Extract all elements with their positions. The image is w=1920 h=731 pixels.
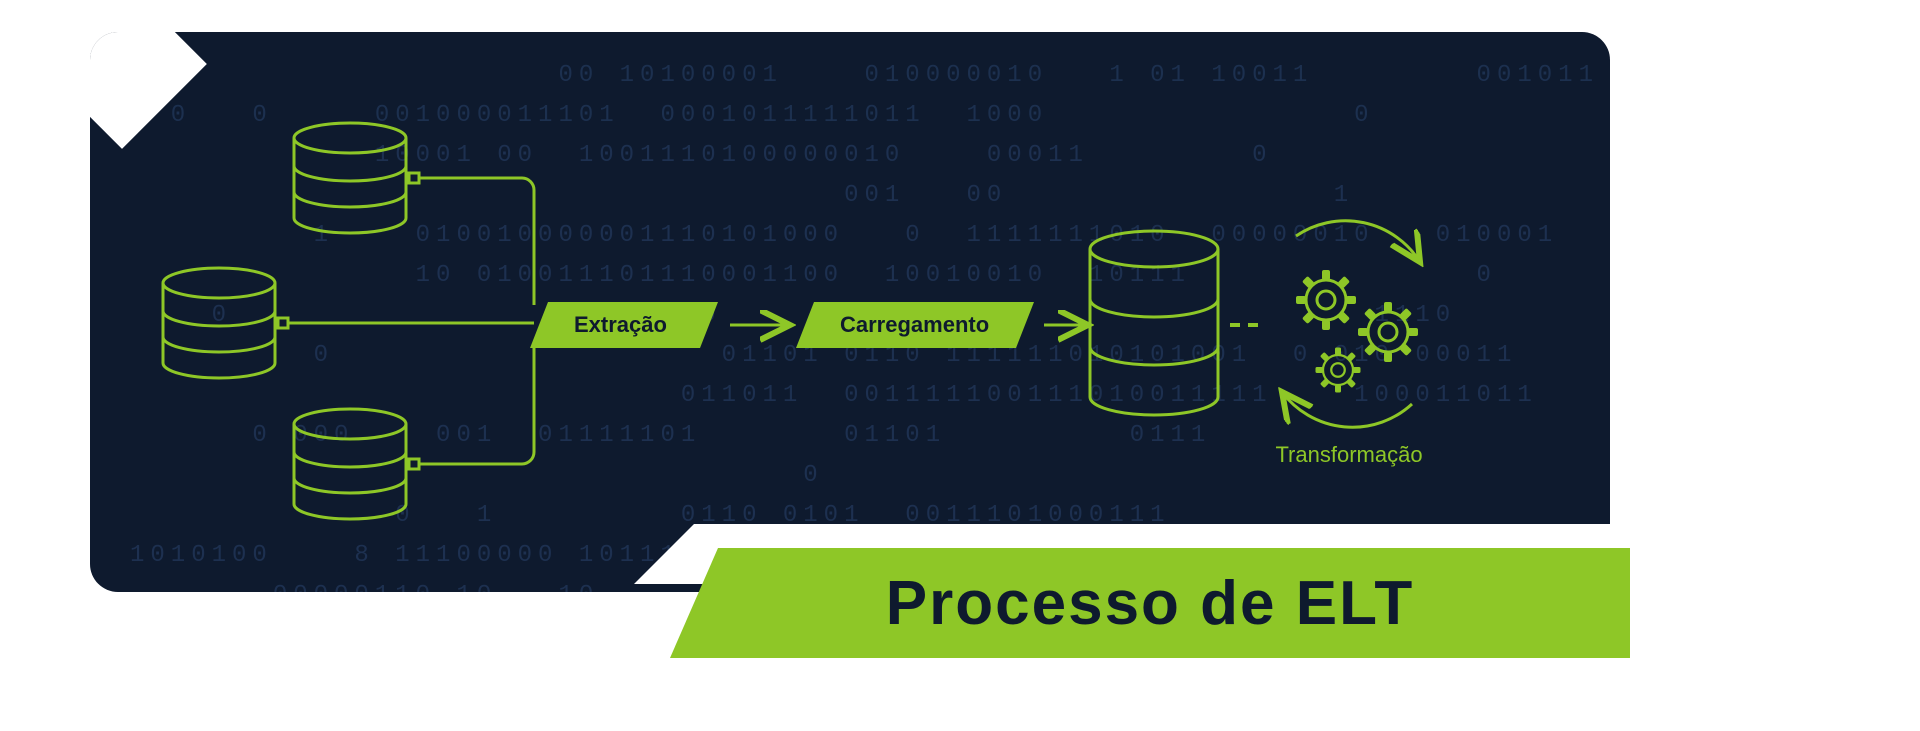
source-database-1-icon	[163, 268, 275, 378]
source-database-3-icon	[294, 409, 406, 519]
stage-label: Extração	[574, 312, 667, 338]
source-database-2-icon	[294, 123, 406, 233]
transform-gears-icon	[1282, 221, 1420, 427]
edge-src3-extracao	[419, 345, 534, 464]
title-banner: Processo de ELT	[670, 548, 1630, 658]
diagram-title: Processo de ELT	[886, 568, 1414, 639]
target-database-icon	[1090, 231, 1218, 415]
edge-src2-extracao	[419, 178, 534, 305]
stage-pill-carregamento: Carregamento	[796, 302, 1034, 348]
stage-pill-extracao: Extração	[530, 302, 718, 348]
stage-label: Carregamento	[840, 312, 989, 338]
diagram-card: 00 10100001 010000010 1 01 10011 001011 …	[90, 32, 1610, 592]
transform-label: Transformação	[1224, 442, 1474, 468]
